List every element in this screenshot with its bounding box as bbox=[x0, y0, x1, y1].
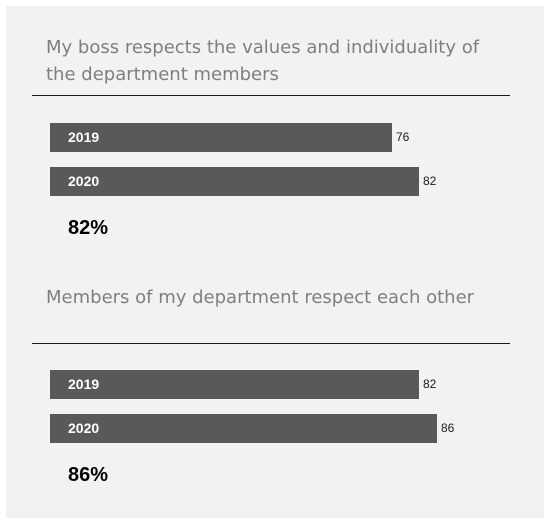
chart-2-bar-2019: 2019 bbox=[50, 370, 419, 399]
chart-2-bar-label-2020: 2020 bbox=[68, 420, 100, 436]
chart-2-bar-label-2019: 2019 bbox=[68, 376, 100, 392]
chart-1-bar-2020: 2020 bbox=[50, 167, 419, 196]
chart-2-divider bbox=[32, 343, 510, 344]
chart-1-bar-label-2019: 2019 bbox=[68, 129, 100, 145]
chart-2-value-2019: 82 bbox=[423, 377, 437, 391]
chart-1-highlight-percent: 82% bbox=[68, 217, 109, 239]
chart-1-divider bbox=[32, 95, 510, 96]
chart-1-value-2019: 76 bbox=[396, 130, 410, 144]
chart-1-bar-label-2020: 2020 bbox=[68, 173, 100, 189]
chart-2-value-2020: 86 bbox=[441, 421, 455, 435]
chart-panel: My boss respects the values and individu… bbox=[6, 6, 544, 518]
chart-1-title: My boss respects the values and individu… bbox=[46, 37, 480, 85]
chart-2-title: Members of my department respect each ot… bbox=[46, 287, 475, 308]
chart-1-bar-2019: 2019 bbox=[50, 123, 392, 152]
chart-2-bar-2020: 2020 bbox=[50, 414, 437, 443]
chart-2-highlight-percent: 86% bbox=[68, 464, 109, 486]
chart-1-value-2020: 82 bbox=[423, 174, 437, 188]
